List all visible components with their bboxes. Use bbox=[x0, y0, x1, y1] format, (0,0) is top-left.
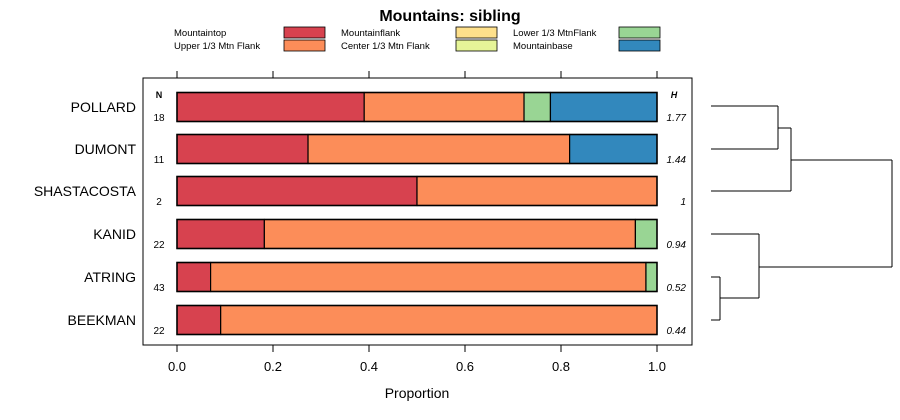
bar-segment bbox=[634, 218, 658, 250]
bar-segment bbox=[210, 261, 647, 293]
bar-segment bbox=[549, 91, 658, 123]
row-h: 1 bbox=[680, 197, 686, 208]
legend-label: Mountainflank bbox=[341, 28, 400, 39]
x-tick-label: 1.0 bbox=[648, 359, 666, 374]
row-h: 0.94 bbox=[667, 240, 687, 251]
bar-segment bbox=[176, 261, 212, 293]
bar-segment bbox=[523, 91, 552, 123]
row-h: 1.44 bbox=[667, 155, 687, 166]
bar-segment bbox=[220, 304, 658, 336]
row-n: 43 bbox=[153, 283, 165, 294]
n-header: N bbox=[156, 90, 163, 100]
bar-segment bbox=[176, 133, 309, 165]
bar-outline bbox=[176, 304, 658, 336]
bar-segment bbox=[416, 175, 658, 207]
row-n: 18 bbox=[153, 113, 165, 124]
bar-segment bbox=[645, 261, 658, 293]
row-label: SHASTACOSTA bbox=[34, 183, 137, 199]
legend-swatch bbox=[283, 39, 326, 52]
plot-panel bbox=[142, 77, 693, 346]
bar-outline bbox=[176, 218, 658, 250]
x-tick-label: 0.6 bbox=[456, 359, 474, 374]
bar-segment bbox=[176, 304, 222, 336]
bar-outline bbox=[176, 91, 658, 123]
legend-swatch bbox=[618, 26, 661, 39]
bar-outline bbox=[176, 261, 658, 293]
row-n: 22 bbox=[153, 326, 165, 337]
bar-segment bbox=[263, 218, 636, 250]
x-axis-label: Proportion bbox=[385, 385, 450, 401]
x-tick-label: 0.2 bbox=[264, 359, 282, 374]
row-h: 0.52 bbox=[667, 283, 687, 294]
bar-outline bbox=[176, 175, 658, 207]
row-label: BEEKMAN bbox=[68, 312, 136, 328]
bar-segment bbox=[176, 218, 265, 250]
bar-segment bbox=[363, 91, 525, 123]
legend-swatch bbox=[455, 39, 498, 52]
legend-label: Upper 1/3 Mtn Flank bbox=[174, 41, 260, 52]
row-n: 11 bbox=[154, 155, 165, 166]
bar-segment bbox=[307, 133, 571, 165]
row-n: 2 bbox=[156, 197, 162, 208]
legend-swatch bbox=[618, 39, 661, 52]
bar-segment bbox=[569, 133, 658, 165]
x-tick-label: 0.4 bbox=[360, 359, 378, 374]
x-tick-label: 0.0 bbox=[168, 359, 186, 374]
bar-outline bbox=[176, 133, 658, 165]
chart-title: Mountains: sibling bbox=[379, 8, 520, 25]
legend-swatch bbox=[455, 26, 498, 39]
dendrogram bbox=[711, 105, 893, 321]
legend-label: Lower 1/3 MtnFlank bbox=[513, 28, 597, 39]
row-label: POLLARD bbox=[71, 99, 136, 115]
row-label: DUMONT bbox=[75, 141, 137, 157]
h-header: H bbox=[671, 90, 678, 100]
legend-label: Center 1/3 Mtn Flank bbox=[341, 41, 430, 52]
legend-label: Mountaintop bbox=[174, 28, 226, 39]
row-n: 22 bbox=[153, 240, 165, 251]
bar-segment bbox=[176, 175, 418, 207]
legend: Mountaintop Upper 1/3 Mtn Flank Mountainfl… bbox=[174, 26, 661, 52]
legend-label: Mountainbase bbox=[513, 41, 573, 52]
row-label: ATRING bbox=[84, 269, 136, 285]
bar-rows: POLLARD 18 1.77 DUMONT 11 1.44 SHASTACOSTA 2 1 KA… bbox=[34, 91, 687, 337]
x-axis: 0.0 0.2 0.4 0.6 0.8 1.0 bbox=[168, 71, 666, 374]
x-tick-label: 0.8 bbox=[552, 359, 570, 374]
row-h: 0.44 bbox=[667, 326, 687, 337]
legend-swatch bbox=[283, 26, 326, 39]
row-label: KANID bbox=[93, 226, 136, 242]
row-h: 1.77 bbox=[667, 113, 687, 124]
bar-segment bbox=[176, 91, 365, 123]
